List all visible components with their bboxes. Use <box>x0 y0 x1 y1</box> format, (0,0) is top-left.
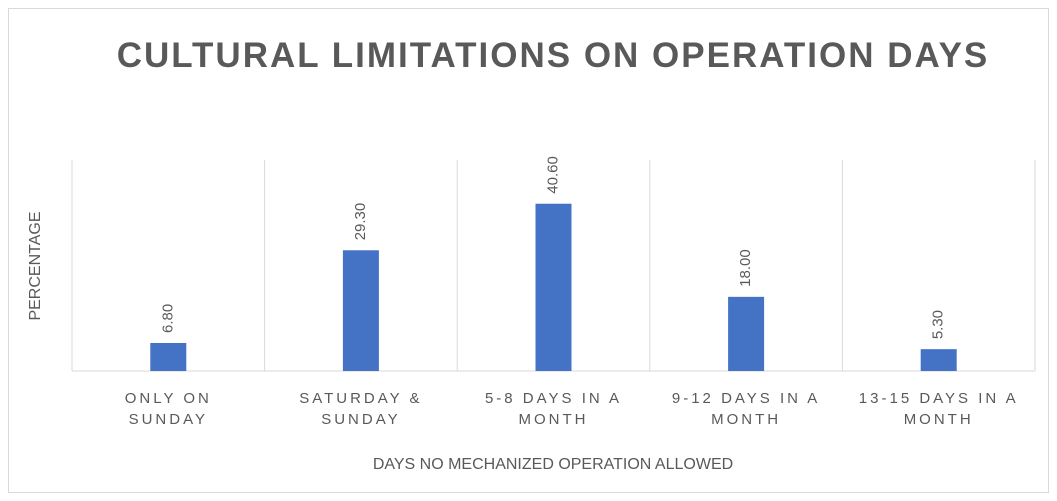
data-label: 6.80 <box>159 304 176 333</box>
x-tick-label: 9-12 DAYS IN A MONTH <box>671 390 821 428</box>
x-tick-label: 13-15 DAYS IN A MONTH <box>858 390 1019 428</box>
bar <box>728 296 765 371</box>
x-tick-label: 5-8 DAYS IN A MONTH <box>484 390 623 428</box>
x-axis-label: DAYS NO MECHANIZED OPERATION ALLOWED <box>372 456 734 473</box>
x-tick-label: ONLY ON SUNDAY <box>124 390 212 428</box>
chart-border <box>8 8 1049 493</box>
chart-title: CULTURAL LIMITATIONS ON OPERATION DAYS <box>116 36 990 75</box>
data-label: 5.30 <box>930 310 947 339</box>
y-axis-label: PERCENTAGE <box>27 211 44 320</box>
bar <box>150 342 187 371</box>
bar <box>535 203 572 371</box>
data-label: 29.30 <box>352 203 369 241</box>
bar <box>342 250 379 371</box>
bar <box>920 349 957 371</box>
data-label: 40.60 <box>544 156 561 194</box>
data-label: 18.00 <box>737 249 754 287</box>
x-tick-label: SATURDAY & SUNDAY <box>299 390 423 428</box>
